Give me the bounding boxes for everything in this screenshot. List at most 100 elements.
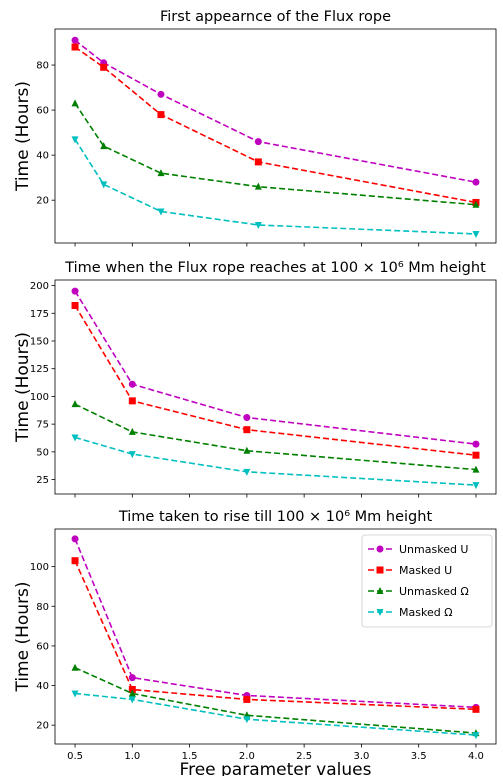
series-line xyxy=(74,403,477,471)
series-line xyxy=(74,436,477,486)
y-tick-label: 80 xyxy=(36,602,49,613)
data-point xyxy=(157,90,165,98)
series-line xyxy=(74,305,477,456)
chart-panel-1: First appearnce of the Flux rope Time (Ho… xyxy=(13,9,497,247)
data-point xyxy=(71,43,79,51)
chart-title: First appearnce of the Flux rope xyxy=(160,9,391,25)
data-point xyxy=(243,716,251,724)
x-tick-label: 1.5 xyxy=(182,751,198,762)
data-point xyxy=(254,158,262,166)
data-point xyxy=(472,465,480,473)
legend-label: Masked Ω xyxy=(399,606,453,619)
y-axis-label: Time (Hours) xyxy=(13,81,33,192)
data-point xyxy=(71,663,79,671)
x-tick-label: 0.5 xyxy=(67,751,83,762)
data-point xyxy=(472,200,480,208)
chart-title: Time when the Flux rope reaches at 100 ×… xyxy=(64,260,486,276)
y-tick-label: 40 xyxy=(36,151,49,162)
y-tick-label: 125 xyxy=(30,364,49,375)
data-point xyxy=(71,400,79,408)
series-line xyxy=(74,538,476,709)
series-3 xyxy=(71,99,480,208)
y-axis-label: Time (Hours) xyxy=(13,332,33,443)
chart-panel-2: Time when the Flux rope reaches at 100 ×… xyxy=(13,260,497,498)
series-1 xyxy=(71,36,480,186)
data-point xyxy=(100,63,108,71)
data-point xyxy=(71,287,79,295)
series-4 xyxy=(71,690,480,740)
series-line xyxy=(74,560,476,711)
data-point xyxy=(128,696,136,704)
data-point xyxy=(243,695,251,703)
data-point xyxy=(128,674,136,682)
data-point xyxy=(254,182,262,190)
data-point xyxy=(157,169,165,177)
y-tick-label: 100 xyxy=(30,392,49,403)
x-tick-label: 4.0 xyxy=(468,751,484,762)
series-2 xyxy=(71,302,480,459)
data-point xyxy=(128,451,136,459)
y-tick-label: 100 xyxy=(30,562,49,573)
series-line xyxy=(74,290,477,445)
y-tick-label: 60 xyxy=(36,641,49,652)
series-2 xyxy=(71,43,480,206)
series-3 xyxy=(71,400,480,473)
x-axis-label: Free parameter values xyxy=(180,760,372,776)
legend-label: Unmasked U xyxy=(399,543,469,556)
data-point xyxy=(71,690,79,698)
legend: Unmasked U Masked U Unmasked Ω Masked Ω xyxy=(361,534,493,628)
data-point xyxy=(472,482,480,490)
y-tick-label: 20 xyxy=(36,721,49,732)
data-point xyxy=(243,468,251,476)
data-point xyxy=(128,380,136,388)
data-point xyxy=(100,142,108,150)
legend-marker xyxy=(376,566,384,574)
series-line xyxy=(74,692,477,736)
series-line xyxy=(74,46,477,204)
y-tick-label: 150 xyxy=(30,336,49,347)
data-point xyxy=(71,302,79,310)
legend-marker xyxy=(376,609,384,616)
data-point xyxy=(243,413,251,421)
data-point xyxy=(472,440,480,448)
x-tick-label: 3.5 xyxy=(411,751,427,762)
data-point xyxy=(472,230,480,238)
y-tick-label: 75 xyxy=(36,420,49,431)
axes-frame xyxy=(54,28,497,244)
y-tick-label: 60 xyxy=(36,106,49,117)
legend-label: Masked U xyxy=(399,564,452,577)
data-point xyxy=(71,99,79,107)
data-point xyxy=(128,689,136,697)
axes-frame xyxy=(54,528,497,745)
series-1 xyxy=(71,287,480,448)
y-tick-label: 40 xyxy=(36,681,49,692)
y-tick-label: 25 xyxy=(36,475,49,486)
data-point xyxy=(71,434,79,442)
data-point xyxy=(71,136,79,144)
y-tick-label: 50 xyxy=(36,447,49,458)
series-1 xyxy=(71,535,480,711)
x-tick-label: 3.0 xyxy=(353,751,369,762)
y-axis-label: Time (Hours) xyxy=(13,581,33,692)
x-tick-label: 2.5 xyxy=(296,751,312,762)
data-point xyxy=(157,111,165,119)
legend-box xyxy=(361,534,493,628)
data-point xyxy=(157,208,165,216)
series-4 xyxy=(71,136,480,238)
series-line xyxy=(74,102,477,206)
data-point xyxy=(71,36,79,44)
y-tick-label: 20 xyxy=(36,196,49,207)
x-tick-label: 1.0 xyxy=(124,751,140,762)
series-4 xyxy=(71,434,480,490)
legend-marker xyxy=(376,545,384,553)
x-tick-label: 2.0 xyxy=(239,751,255,762)
data-point xyxy=(71,535,79,543)
data-point xyxy=(128,397,136,405)
axes-frame xyxy=(54,279,497,495)
series-line xyxy=(74,666,477,734)
y-tick-label: 175 xyxy=(30,309,49,320)
data-point xyxy=(243,426,251,434)
data-point xyxy=(472,705,480,713)
chart-panel-3: Time taken to rise till 100 × 10⁶ Mm hei… xyxy=(13,509,497,776)
